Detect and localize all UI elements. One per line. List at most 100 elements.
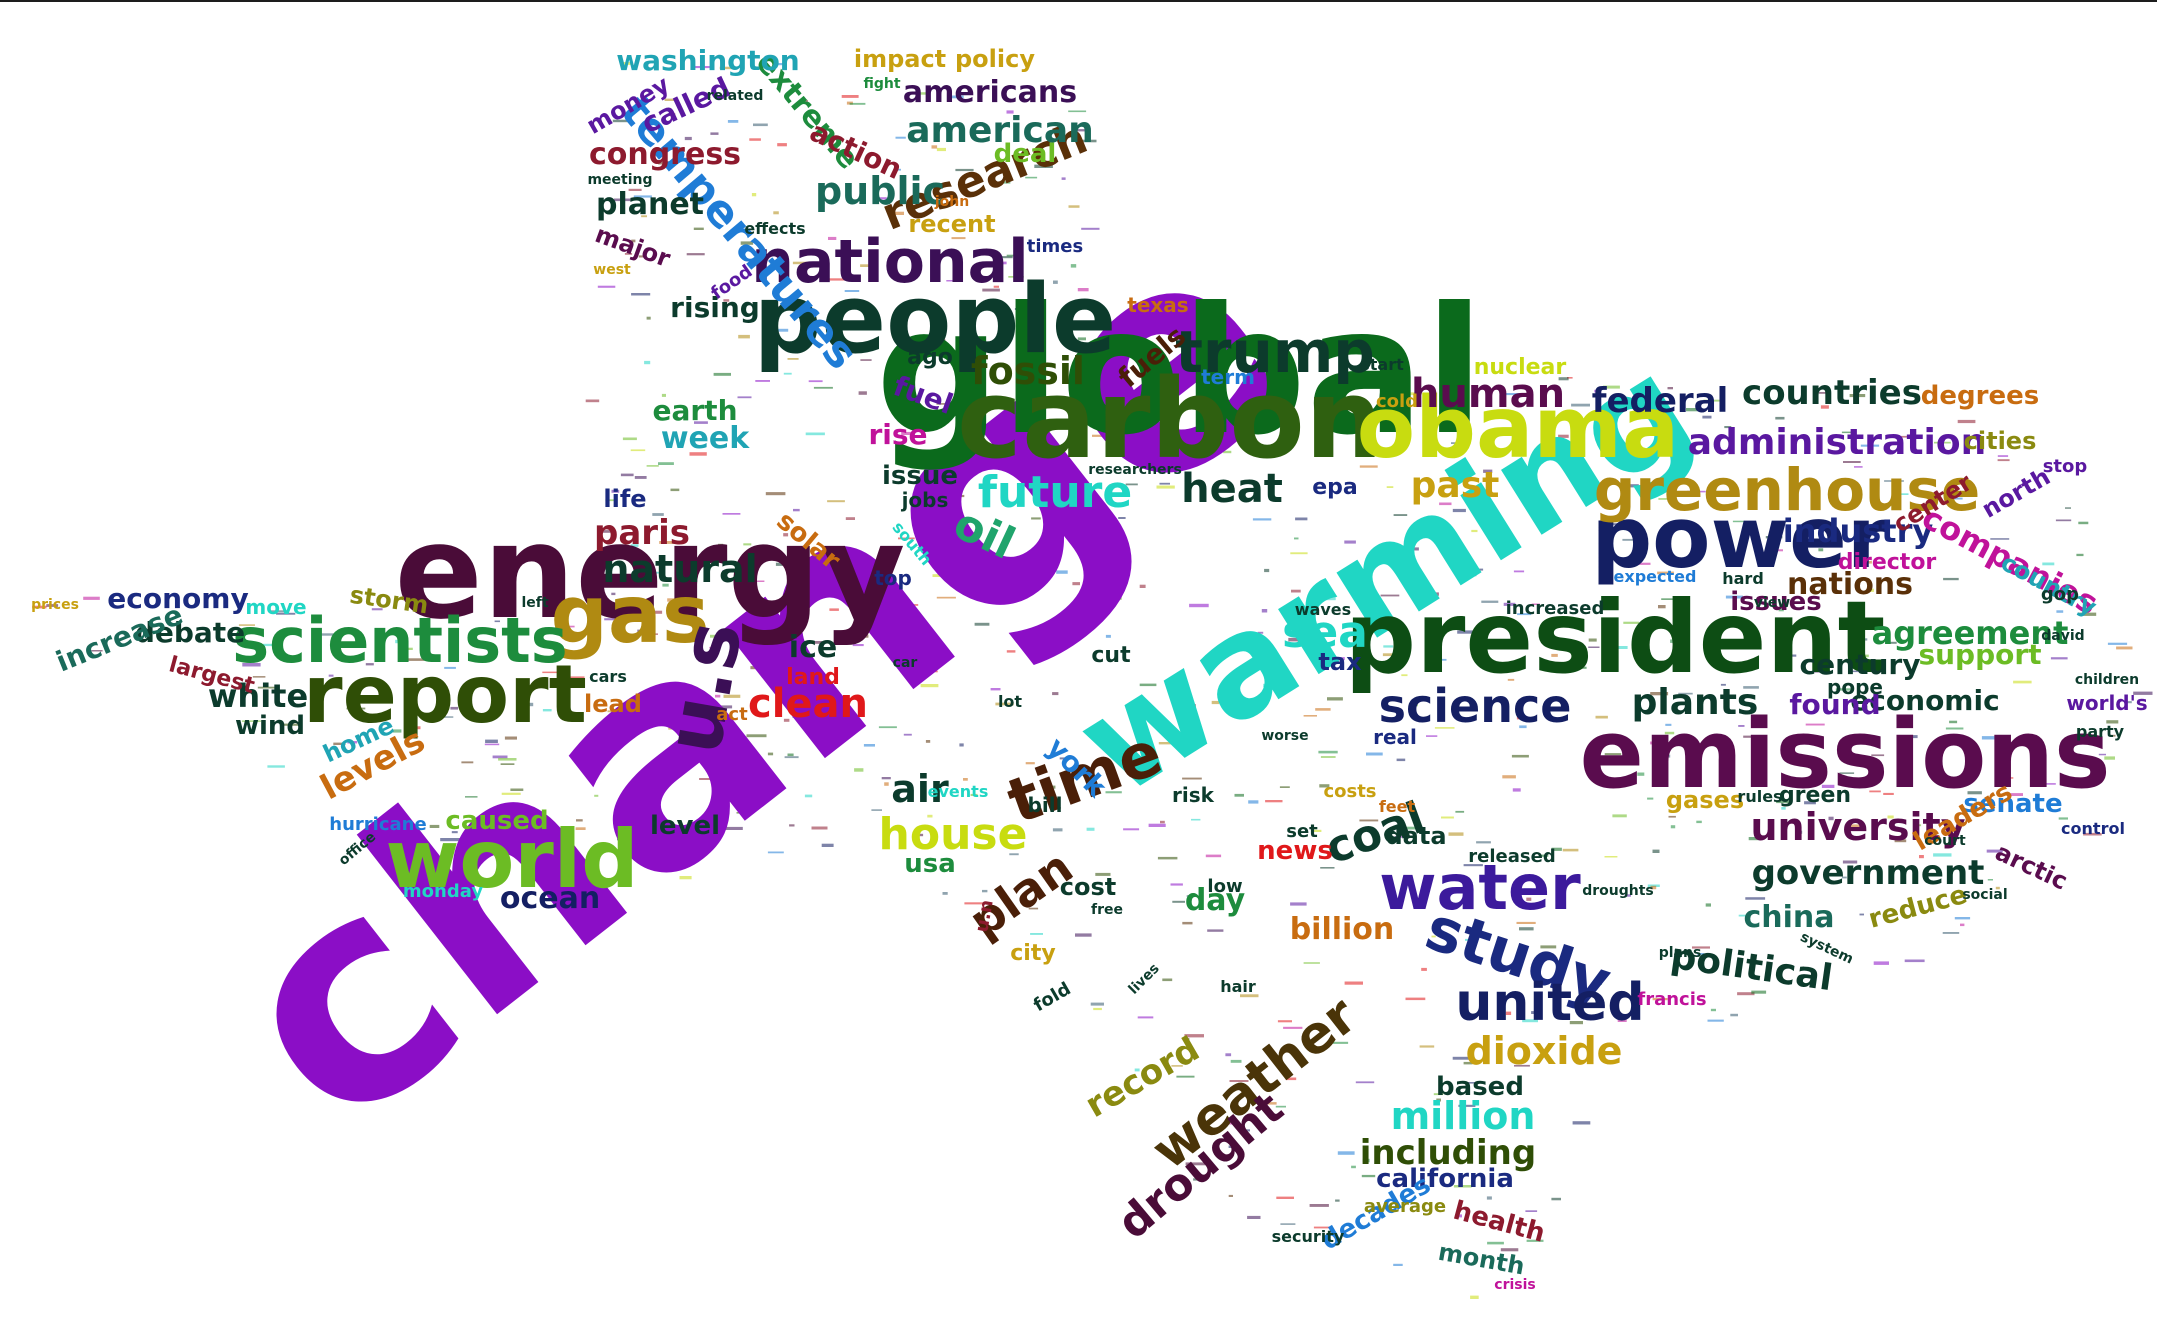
filler-speck xyxy=(1077,337,1086,341)
filler-speck xyxy=(1123,828,1140,831)
filler-speck xyxy=(1455,810,1465,813)
word-earth: earth xyxy=(652,394,737,427)
filler-speck xyxy=(1209,386,1217,389)
filler-speck xyxy=(2038,783,2056,785)
filler-speck xyxy=(1604,666,1615,668)
filler-speck xyxy=(1551,1197,1561,1201)
filler-speck xyxy=(1068,110,1087,113)
filler-speck xyxy=(1076,353,1092,356)
word-billion: billion xyxy=(1290,912,1395,947)
filler-speck xyxy=(444,666,456,669)
filler-speck xyxy=(520,702,534,707)
filler-speck xyxy=(276,612,296,615)
filler-speck xyxy=(1257,631,1264,634)
filler-speck xyxy=(634,476,647,479)
filler-speck xyxy=(1526,1239,1544,1242)
filler-speck xyxy=(506,613,514,617)
filler-speck xyxy=(982,889,988,893)
filler-speck xyxy=(1894,839,1907,843)
filler-speck xyxy=(1059,757,1066,760)
filler-speck xyxy=(1519,725,1527,729)
filler-speck xyxy=(611,592,616,596)
filler-speck xyxy=(1859,913,1864,916)
filler-speck xyxy=(622,437,637,441)
word-average: average xyxy=(1364,1196,1446,1217)
filler-speck xyxy=(2076,553,2084,557)
filler-speck xyxy=(1571,403,1590,407)
filler-speck xyxy=(1072,129,1085,132)
filler-speck xyxy=(1355,1081,1375,1084)
word-century: century xyxy=(1800,648,1921,681)
word-president: president xyxy=(1345,579,1886,696)
filler-speck xyxy=(1850,670,1859,673)
filler-speck xyxy=(1517,613,1532,616)
word-heat: heat xyxy=(1181,466,1283,512)
filler-speck xyxy=(875,197,887,200)
filler-speck xyxy=(638,255,645,258)
filler-speck xyxy=(1208,654,1227,658)
word-million: million xyxy=(1391,1094,1536,1138)
filler-speck xyxy=(1014,308,1024,310)
filler-speck xyxy=(749,138,761,141)
word-control: control xyxy=(2061,819,2125,838)
filler-speck xyxy=(1818,392,1829,394)
filler-speck xyxy=(1751,990,1767,994)
filler-speck xyxy=(740,241,754,245)
filler-speck xyxy=(750,666,759,670)
filler-speck xyxy=(1652,849,1660,853)
word-week: week xyxy=(661,421,750,456)
filler-speck xyxy=(1696,820,1702,824)
word-act: act xyxy=(716,704,748,725)
filler-speck xyxy=(1818,548,1824,552)
filler-speck xyxy=(1869,588,1874,592)
word-people: people xyxy=(754,265,1117,375)
filler-speck xyxy=(2056,610,2064,613)
filler-speck xyxy=(827,500,845,503)
filler-speck xyxy=(1664,731,1675,735)
filler-speck xyxy=(852,644,864,647)
filler-speck xyxy=(1303,715,1317,717)
filler-speck xyxy=(1228,1194,1233,1197)
filler-speck xyxy=(1053,280,1058,284)
filler-speck xyxy=(1776,800,1792,804)
filler-speck xyxy=(1451,442,1467,444)
filler-speck xyxy=(2106,720,2119,724)
filler-speck xyxy=(999,181,1011,184)
filler-speck xyxy=(1657,571,1674,575)
word-united: united xyxy=(1455,973,1644,1033)
filler-speck xyxy=(1670,639,1690,643)
filler-speck xyxy=(617,838,626,841)
filler-speck xyxy=(1686,408,1701,412)
filler-speck xyxy=(2050,657,2068,660)
word-federal: federal xyxy=(1592,381,1729,421)
filler-speck xyxy=(1263,683,1270,688)
filler-speck xyxy=(498,758,517,761)
filler-speck xyxy=(408,658,425,661)
filler-speck xyxy=(1502,775,1516,779)
filler-speck xyxy=(1623,526,1630,531)
word-caused: caused xyxy=(445,806,548,836)
filler-speck xyxy=(1844,824,1861,828)
filler-speck xyxy=(32,605,47,609)
word-countries: countries xyxy=(1742,373,1922,413)
filler-speck xyxy=(844,290,860,292)
filler-speck xyxy=(661,393,666,397)
word-free: free xyxy=(1091,902,1123,918)
word-party: party xyxy=(2076,722,2125,741)
filler-speck xyxy=(792,261,813,265)
filler-speck xyxy=(1405,997,1426,1001)
filler-speck xyxy=(1453,1185,1472,1188)
filler-speck xyxy=(1419,1045,1435,1048)
word-land: land xyxy=(786,665,840,690)
filler-speck xyxy=(618,863,631,866)
filler-speck xyxy=(783,372,792,375)
word-clean: clean xyxy=(748,681,868,727)
filler-speck xyxy=(1578,666,1587,669)
filler-speck xyxy=(1854,561,1872,564)
filler-speck xyxy=(1476,841,1491,844)
filler-speck xyxy=(792,714,808,718)
filler-speck xyxy=(1223,450,1232,454)
filler-speck xyxy=(1283,1026,1303,1029)
filler-speck xyxy=(1558,434,1569,438)
filler-speck xyxy=(901,431,914,435)
